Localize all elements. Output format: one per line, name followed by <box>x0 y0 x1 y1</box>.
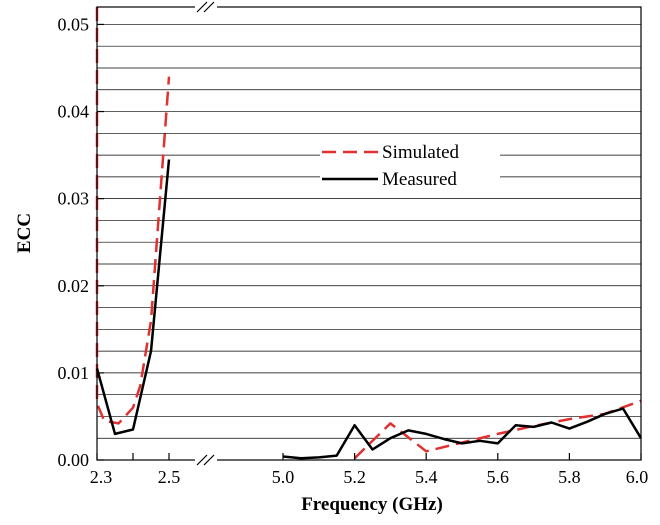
y-tick-label: 0.02 <box>58 276 90 296</box>
y-axis-title: ECC <box>14 213 35 253</box>
x-tick-label: 5.2 <box>343 467 366 487</box>
x-axis-title: Frequency (GHz) <box>301 494 443 515</box>
tick-labels: 0.00 0.01 0.02 0.03 0.04 0.05 2.3 2.5 5.0 5.2 5.4 5… <box>58 14 649 487</box>
series-lines <box>95 7 643 460</box>
y-tick-label: 0.01 <box>58 363 90 383</box>
legend-measured-label: Measured <box>382 169 457 190</box>
axis-break-top <box>195 1 217 13</box>
legend-simulated-label: Simulated <box>382 142 460 163</box>
x-tick-label: 2.3 <box>90 467 113 487</box>
x-tick-label: 6.0 <box>626 467 649 487</box>
axis-ticks <box>96 23 642 461</box>
x-tick-label: 5.4 <box>415 467 438 487</box>
x-tick-label: 5.8 <box>558 467 581 487</box>
y-tick-label: 0.00 <box>58 450 90 470</box>
series-simulated-line-1 <box>95 7 171 425</box>
y-tick-label: 0.04 <box>58 102 90 122</box>
grid-lines <box>97 24 641 439</box>
plot-frame <box>96 6 642 461</box>
y-tick-label: 0.03 <box>58 189 90 209</box>
x-tick-label: 5.0 <box>272 467 295 487</box>
series-simulated-line-2 <box>353 399 642 460</box>
x-tick-label: 2.5 <box>158 467 181 487</box>
y-tick-label: 0.05 <box>58 14 90 34</box>
x-tick-label: 5.6 <box>487 467 510 487</box>
legend: Simulated Measured <box>320 135 500 195</box>
series-measured-line-2 <box>282 407 643 460</box>
series-measured-line-1 <box>95 159 171 436</box>
axis-break-bottom <box>195 454 217 466</box>
